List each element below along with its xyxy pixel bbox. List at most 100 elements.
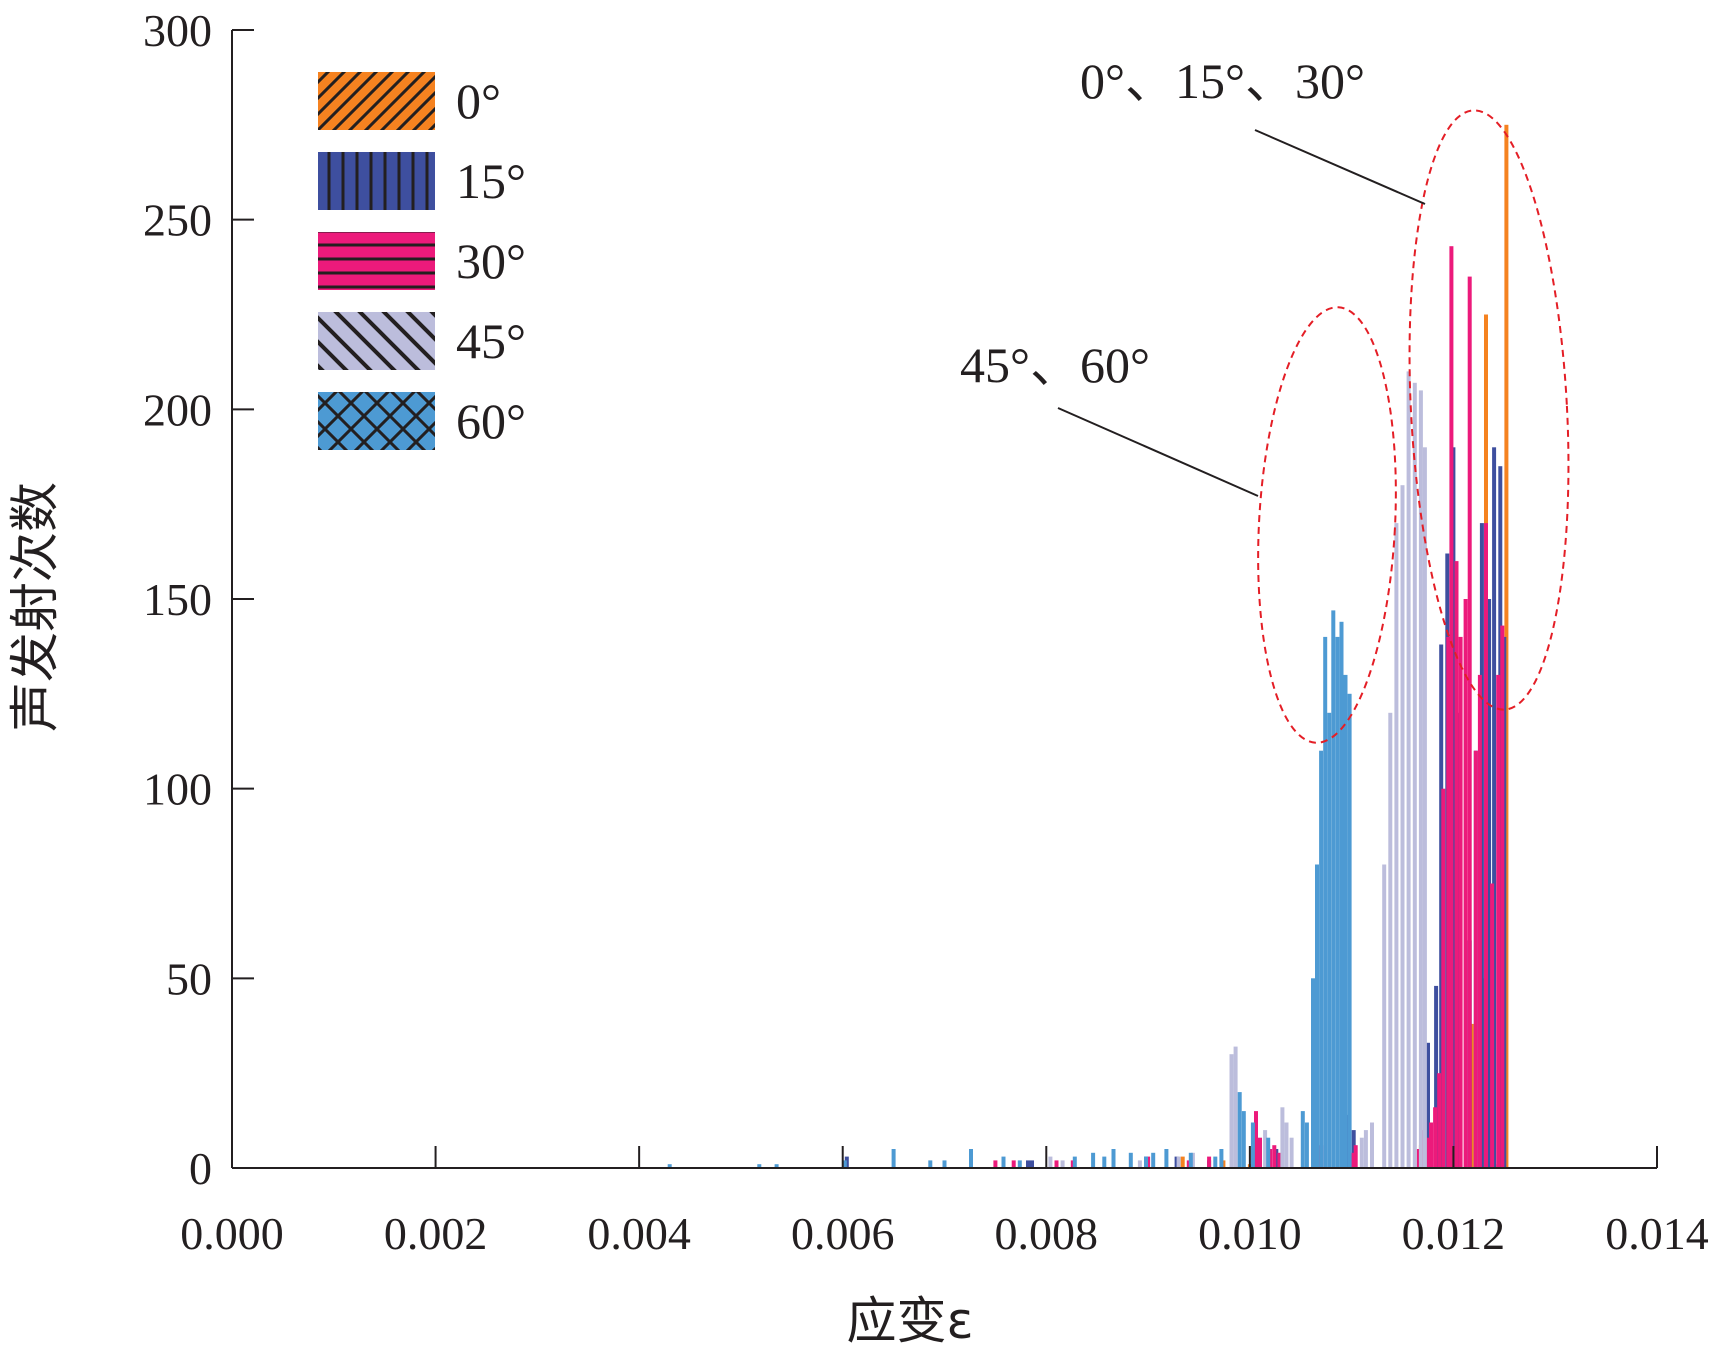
bar-4-23 [1250,1122,1255,1168]
y-tick-label-5: 250 [143,195,212,246]
bar-3-1 [1060,1160,1065,1168]
bar-3-10 [1289,1137,1294,1168]
bar-4-12 [1102,1156,1107,1168]
histogram-bars [667,124,1509,1169]
y-tick-label-6: 300 [143,5,212,56]
bar-2-26 [1458,636,1463,1168]
y-tick-label-0: 0 [189,1143,212,1194]
annotations: 0°、15°、30° 45°、60° [960,53,1570,744]
legend-swatch-pattern-4 [318,392,435,450]
bar-4-1 [757,1164,762,1168]
bar-4-8 [1001,1156,1006,1168]
bar-2-2 [1054,1160,1059,1168]
legend-label-1: 15° [456,153,526,209]
annotation-leader-1 [1057,407,1259,497]
bar-3-3 [1176,1156,1181,1168]
bar-4-10 [1072,1156,1077,1168]
bar-4-20 [1219,1149,1224,1168]
bar-2-30 [1477,674,1482,1168]
bar-3-9 [1284,1122,1289,1168]
x-tick-label-3: 0.006 [791,1208,895,1259]
bar-3-14 [1382,864,1387,1168]
y-tick-label-3: 150 [143,574,212,625]
bar-3-5 [1229,1054,1234,1168]
y-tick-label-2: 100 [143,764,212,815]
legend-label-2: 30° [456,233,526,289]
bar-4-4 [891,1149,896,1168]
bar-4-19 [1213,1156,1218,1168]
bar-2-21 [1437,1073,1442,1168]
bar-2-22 [1441,788,1446,1168]
y-axis-title: 声发射次数 [6,482,64,732]
bar-4-33 [1335,636,1340,1168]
bar-4-6 [942,1160,947,1168]
bar-3-8 [1280,1107,1285,1168]
bar-2-32 [1490,883,1495,1168]
x-tick-label-4: 0.008 [995,1208,1099,1259]
legend-swatch-pattern-2 [318,232,435,290]
bar-4-32 [1331,610,1336,1168]
x-axis-title: 应变ε [846,1292,973,1350]
bar-2-6 [1207,1156,1212,1168]
bar-4-31 [1327,712,1332,1168]
bar-1-1 [1026,1160,1030,1168]
bar-4-18 [1188,1152,1193,1168]
annotation-label-1: 45°、60° [960,337,1150,393]
bar-2-14 [1350,1152,1355,1168]
bar-2-8 [1258,1137,1262,1168]
bar-2-15 [1353,1145,1358,1168]
x-tick-label-1: 0.002 [384,1208,488,1259]
bar-2-25 [1454,561,1459,1168]
legend-label-4: 60° [456,393,526,449]
bar-3-7 [1263,1130,1268,1168]
bar-2-23 [1446,636,1451,1168]
bar-2-31 [1484,523,1488,1168]
annotation-ellipse-1 [1257,306,1397,744]
bar-4-25 [1300,1111,1305,1168]
bar-4-35 [1343,674,1348,1168]
bar-2-19 [1429,1122,1433,1168]
bar-1-19 [1487,599,1492,1168]
annotation-ellipse-0 [1408,109,1570,711]
bar-2-20 [1433,1107,1438,1168]
bar-4-11 [1091,1152,1096,1168]
legend-swatch-pattern-0 [318,72,435,130]
bar-2-11 [1277,1152,1282,1168]
bar-3-19 [1412,382,1417,1168]
bar-4-7 [969,1149,973,1168]
bar-4-36 [1347,693,1352,1168]
bar-4-9 [1017,1160,1022,1168]
bar-4-5 [928,1160,933,1168]
bar-2-29 [1473,750,1478,1168]
bar-3-4 [1190,1152,1195,1168]
bar-2-28 [1467,276,1472,1169]
legend: 0° 15° 30° 45° 60° [318,72,526,450]
y-tick-label-4: 200 [143,384,212,435]
bar-1-12 [1439,644,1444,1168]
bar-2-18 [1425,1137,1429,1168]
bar-4-29 [1319,750,1324,1168]
bar-3-18 [1406,371,1411,1168]
bar-3-11 [1359,1137,1364,1168]
bar-1-2 [1030,1160,1034,1168]
bar-4-13 [1111,1149,1116,1168]
bar-2-10 [1272,1145,1277,1168]
bar-2-1 [1011,1160,1016,1168]
bar-1-20 [1492,447,1497,1168]
bar-4-0 [667,1164,672,1168]
bar-2-4 [1146,1156,1151,1168]
bar-4-16 [1151,1152,1156,1168]
bar-0-5 [1469,1023,1474,1168]
legend-label-3: 45° [456,313,526,369]
x-tick-label-0: 0.000 [180,1208,284,1259]
bar-3-17 [1400,485,1405,1168]
bar-2-0 [993,1160,998,1168]
axes: 0.000 0.002 0.004 0.006 0.008 0.010 0.012 0.014… [143,5,1709,1259]
legend-label-0: 0° [456,73,501,129]
bar-3-2 [1137,1160,1142,1168]
bar-3-16 [1394,523,1399,1168]
bar-1-10 [1426,1042,1430,1168]
bar-2-33 [1496,674,1501,1168]
bar-4-27 [1311,978,1315,1168]
